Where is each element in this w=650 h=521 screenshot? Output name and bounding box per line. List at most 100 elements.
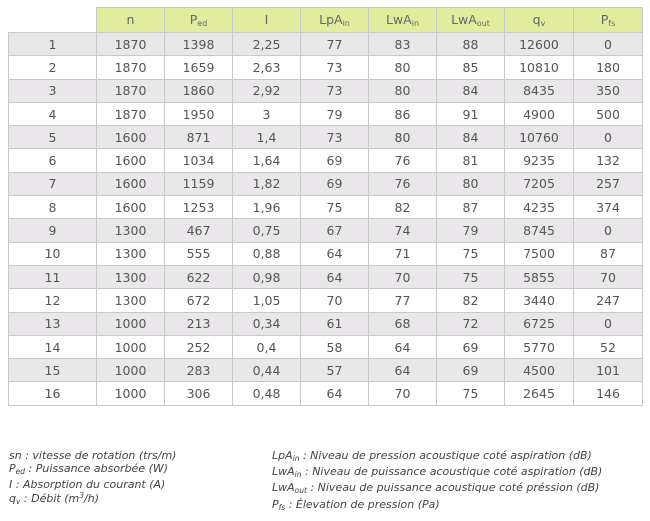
header-i: I (232, 7, 301, 33)
table-cell: 4900 (504, 101, 574, 127)
table-row: 4 1870 1950 3 79 86 91 4900 500 (8, 101, 643, 127)
table-cell: 79 (300, 101, 369, 127)
table-cell: 500 (573, 101, 643, 127)
table-row: 3 1870 1860 2,92 73 80 84 8435 350 (8, 78, 643, 103)
legend-left: sn : vitesse de rotation (trs/m) Ped : P… (9, 449, 176, 508)
table-cell: 80 (436, 171, 505, 197)
table-row: 6 1600 1034 1,64 69 76 81 9235 132 (8, 148, 643, 173)
table-cell: 73 (300, 55, 369, 80)
table-cell: 85 (436, 55, 505, 80)
legend-item-i: I : Absorption du courant (A) (9, 478, 166, 492)
table-cell: 0 (573, 218, 643, 243)
table-cell: 3440 (504, 288, 574, 313)
table-cell: 1,82 (232, 171, 301, 197)
table-cell: 64 (368, 358, 437, 383)
table-cell: 75 (300, 195, 369, 220)
table-cell: 306 (164, 381, 233, 406)
table-cell: 82 (368, 195, 437, 220)
table-cell: 10810 (504, 55, 574, 80)
table-cell: 6725 (504, 311, 574, 336)
table-cell: 76 (368, 148, 437, 173)
table-cell: 467 (164, 218, 233, 243)
table-cell: 2,25 (232, 31, 301, 57)
table-cell: 1000 (96, 358, 165, 383)
table-row: 8 1600 1253 1,96 75 82 87 4235 374 (8, 195, 643, 220)
table-cell: 2,63 (232, 55, 301, 80)
table-cell: 1,64 (232, 148, 301, 173)
table-cell: 12600 (504, 31, 574, 57)
table-cell: 75 (436, 381, 505, 406)
table-cell: 2,92 (232, 78, 301, 103)
table-cell: 87 (573, 241, 643, 266)
table-cell: 70 (573, 264, 643, 290)
table-cell: 80 (368, 78, 437, 103)
table-cell: 80 (368, 125, 437, 150)
table-cell: 213 (164, 311, 233, 336)
table-cell: 73 (300, 125, 369, 150)
table-cell: 1253 (164, 195, 233, 220)
table-cell: 0 (573, 31, 643, 57)
table-row: 14 1000 252 0,4 58 64 69 5770 52 (8, 334, 643, 360)
table-row: 11 1300 622 0,98 64 70 75 5855 70 (8, 264, 643, 290)
table-cell: 64 (300, 381, 369, 406)
table-cell: 73 (300, 78, 369, 103)
table-cell: 1860 (164, 78, 233, 103)
table-cell: 555 (164, 241, 233, 266)
table-cell: 0,44 (232, 358, 301, 383)
table-cell: 74 (368, 218, 437, 243)
table-cell: 72 (436, 311, 505, 336)
table-cell: 672 (164, 288, 233, 313)
table-cell: 1,4 (232, 125, 301, 150)
table-cell: 64 (300, 241, 369, 266)
row-number-cell: 13 (8, 311, 97, 336)
table-cell: 79 (436, 218, 505, 243)
table-cell: 68 (368, 311, 437, 336)
table-cell: 82 (436, 288, 505, 313)
row-number-cell: 11 (8, 264, 97, 290)
legend-item-ped: Ped : Puissance absorbée (W) (9, 462, 169, 477)
row-number-cell: 7 (8, 171, 97, 197)
table-cell: 87 (436, 195, 505, 220)
header-lwa-out: LwAout (436, 7, 505, 33)
table-cell: 83 (368, 31, 437, 57)
row-number-cell: 16 (8, 381, 97, 406)
table-cell: 75 (436, 264, 505, 290)
table-cell: 257 (573, 171, 643, 197)
table-cell: 67 (300, 218, 369, 243)
table-cell: 0 (573, 311, 643, 336)
table-cell: 75 (436, 241, 505, 266)
table-cell: 1398 (164, 31, 233, 57)
table-cell: 9235 (504, 148, 574, 173)
table-cell: 0,4 (232, 334, 301, 360)
table-cell: 1600 (96, 148, 165, 173)
table-row: 2 1870 1659 2,63 73 80 85 10810 180 (8, 55, 643, 80)
legend-item-lpa-in: LpAin : Niveau de pression acoustique co… (272, 449, 592, 463)
table-row: 5 1600 871 1,4 73 80 84 10760 0 (8, 125, 643, 150)
header-lpa-in: LpAin (300, 7, 369, 33)
table-row: 12 1300 672 1,05 70 77 82 3440 247 (8, 288, 643, 313)
table-cell: 81 (436, 148, 505, 173)
table-cell: 1,05 (232, 288, 301, 313)
table-cell: 1,96 (232, 195, 301, 220)
table-cell: 101 (573, 358, 643, 383)
table-cell: 0,34 (232, 311, 301, 336)
table-cell: 69 (436, 334, 505, 360)
table-cell: 70 (368, 381, 437, 406)
table-row: 16 1000 306 0,48 64 70 75 2645 146 (8, 381, 643, 406)
table-cell: 1159 (164, 171, 233, 197)
table-cell: 70 (300, 288, 369, 313)
table-cell: 252 (164, 334, 233, 360)
table-cell: 2645 (504, 381, 574, 406)
table-cell: 88 (436, 31, 505, 57)
legend-item-n: sn : vitesse de rotation (trs/m) (9, 449, 177, 462)
table-cell: 247 (573, 288, 643, 313)
row-number-cell: 4 (8, 101, 97, 127)
table-cell: 1300 (96, 218, 165, 243)
table-cell: 7205 (504, 171, 574, 197)
table-cell: 871 (164, 125, 233, 150)
table-cell: 1870 (96, 55, 165, 80)
table-cell: 58 (300, 334, 369, 360)
header-qv: qv (504, 7, 574, 33)
table-cell: 1034 (164, 148, 233, 173)
